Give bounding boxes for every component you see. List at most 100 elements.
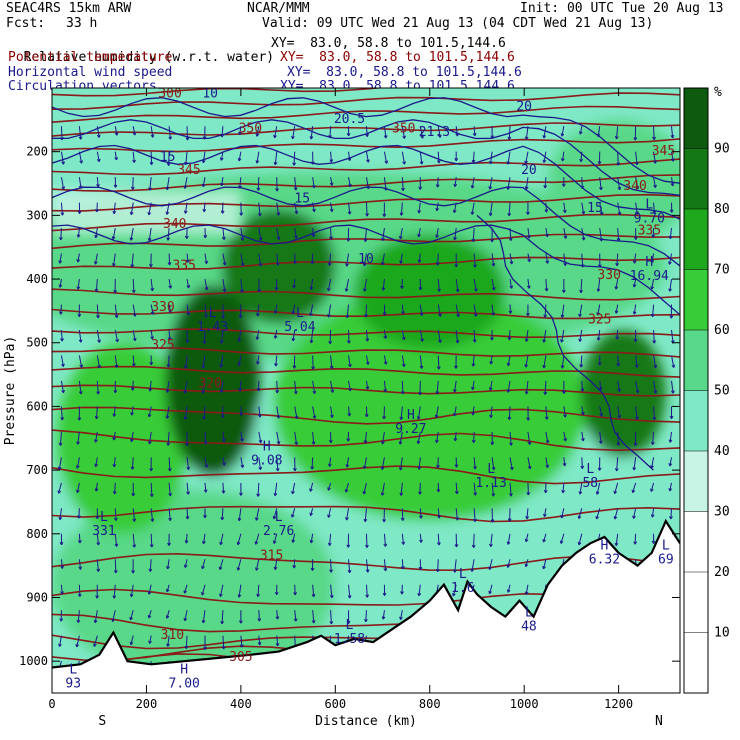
circulation-vector-head bbox=[653, 364, 658, 369]
circulation-vector bbox=[312, 380, 316, 394]
colorbar-tick-label: 10 bbox=[714, 626, 730, 641]
circulation-vector-head bbox=[96, 315, 100, 319]
circulation-vector-head bbox=[130, 412, 134, 416]
circulation-vector bbox=[400, 406, 403, 420]
circulation-vector bbox=[60, 202, 63, 216]
circulation-vector-head bbox=[310, 466, 315, 470]
circulation-vector-head bbox=[202, 416, 207, 420]
circulation-vector bbox=[255, 559, 260, 571]
center-title: NCAR/MMM bbox=[247, 1, 310, 16]
circulation-vector-head bbox=[417, 210, 422, 214]
theta-contour-label: 340 bbox=[163, 217, 186, 232]
circulation-vector-head bbox=[542, 159, 547, 163]
circulation-vector bbox=[237, 559, 242, 571]
circulation-vector bbox=[578, 508, 583, 519]
circulation-vector-head bbox=[257, 414, 262, 418]
circulation-vector-head bbox=[416, 416, 421, 420]
circulation-vector-head bbox=[293, 467, 297, 472]
circulation-vector-head bbox=[652, 340, 657, 344]
circulation-vector-head bbox=[149, 161, 154, 166]
circulation-vector bbox=[671, 380, 674, 394]
circulation-vector-head bbox=[131, 363, 136, 367]
extremum-value: 69 bbox=[658, 552, 674, 567]
circulation-vector-head bbox=[75, 643, 80, 648]
circulation-vector-head bbox=[490, 519, 495, 523]
circulation-vector-head bbox=[598, 387, 603, 391]
circulation-vector-head bbox=[399, 616, 403, 620]
circulation-vector bbox=[544, 304, 547, 318]
wind-contour-line bbox=[476, 214, 654, 471]
circulation-vector-head bbox=[77, 417, 82, 421]
circulation-vector-head bbox=[168, 309, 172, 313]
circulation-vector-head bbox=[560, 314, 565, 318]
circulation-vector-head bbox=[96, 158, 101, 163]
circulation-vector-head bbox=[236, 567, 241, 571]
circulation-vector-head bbox=[472, 339, 477, 343]
circulation-vector bbox=[78, 151, 83, 164]
circulation-vector-head bbox=[58, 516, 63, 521]
circulation-vector-head bbox=[148, 568, 153, 572]
circulation-vector-head bbox=[221, 438, 226, 442]
circulation-vector bbox=[473, 126, 476, 136]
circulation-vector bbox=[150, 126, 154, 138]
colorbar-swatch bbox=[684, 88, 708, 149]
circulation-vector bbox=[238, 584, 242, 598]
circulation-vector bbox=[276, 406, 280, 419]
wind-contour-label: 21.3 bbox=[419, 125, 450, 140]
circulation-vector-head bbox=[150, 518, 155, 522]
circulation-vectors bbox=[57, 126, 676, 676]
rh-blob bbox=[52, 489, 336, 681]
circulation-vector-head bbox=[402, 135, 406, 139]
circulation-vector-head bbox=[366, 185, 370, 190]
circulation-vector bbox=[130, 202, 134, 215]
circulation-vector bbox=[60, 151, 65, 165]
circulation-vector-head bbox=[183, 416, 188, 420]
circulation-vector-head bbox=[309, 512, 314, 516]
circulation-vector bbox=[327, 482, 332, 491]
circulation-vector-head bbox=[327, 542, 332, 546]
circulation-vector-head bbox=[543, 513, 547, 518]
y-axis-label: Pressure (hPa) bbox=[3, 336, 18, 446]
circulation-vector-head bbox=[418, 566, 423, 571]
circulation-vector bbox=[401, 559, 404, 570]
circulation-vector bbox=[166, 380, 170, 393]
circulation-vector bbox=[455, 508, 458, 521]
circulation-vector bbox=[60, 228, 62, 240]
circulation-vector-head bbox=[167, 337, 172, 341]
circulation-vector bbox=[597, 126, 601, 137]
circulation-vector-head bbox=[617, 388, 621, 392]
circulation-vector bbox=[525, 177, 529, 190]
circulation-vector bbox=[635, 177, 639, 190]
circulation-vector bbox=[597, 304, 601, 316]
circulation-vector-head bbox=[148, 388, 153, 392]
circulation-vector-head bbox=[345, 314, 350, 319]
colorbar-swatch bbox=[684, 632, 708, 693]
circulation-vector bbox=[346, 508, 350, 521]
circulation-vector bbox=[293, 559, 296, 569]
circulation-vector-head bbox=[59, 618, 64, 622]
circulation-vector bbox=[671, 177, 674, 187]
circulation-vector bbox=[399, 610, 403, 620]
circulation-vector-head bbox=[257, 618, 262, 622]
circulation-vector-head bbox=[455, 288, 460, 293]
circulation-vector-head bbox=[435, 439, 439, 443]
circulation-vector-head bbox=[147, 211, 152, 216]
extremum-marker: L bbox=[346, 618, 354, 633]
circulation-vector bbox=[221, 610, 224, 624]
circulation-vector-head bbox=[381, 616, 386, 620]
circulation-vector-head bbox=[437, 515, 441, 519]
circulation-vector-head bbox=[596, 288, 601, 292]
circulation-vector-head bbox=[617, 415, 622, 419]
circulation-vector-head bbox=[454, 464, 459, 468]
theta-contour-label: 325 bbox=[151, 338, 174, 353]
circulation-vector-head bbox=[435, 234, 439, 238]
circulation-vector-head bbox=[112, 463, 117, 468]
circulation-vector-head bbox=[61, 363, 65, 367]
circulation-vector-head bbox=[327, 514, 331, 518]
circulation-vector bbox=[96, 177, 99, 187]
extremum-marker: H bbox=[645, 255, 653, 270]
circulation-vector-head bbox=[473, 466, 477, 470]
circulation-vector-head bbox=[95, 515, 100, 519]
circulation-vector bbox=[419, 329, 423, 342]
circulation-vector bbox=[96, 151, 100, 162]
